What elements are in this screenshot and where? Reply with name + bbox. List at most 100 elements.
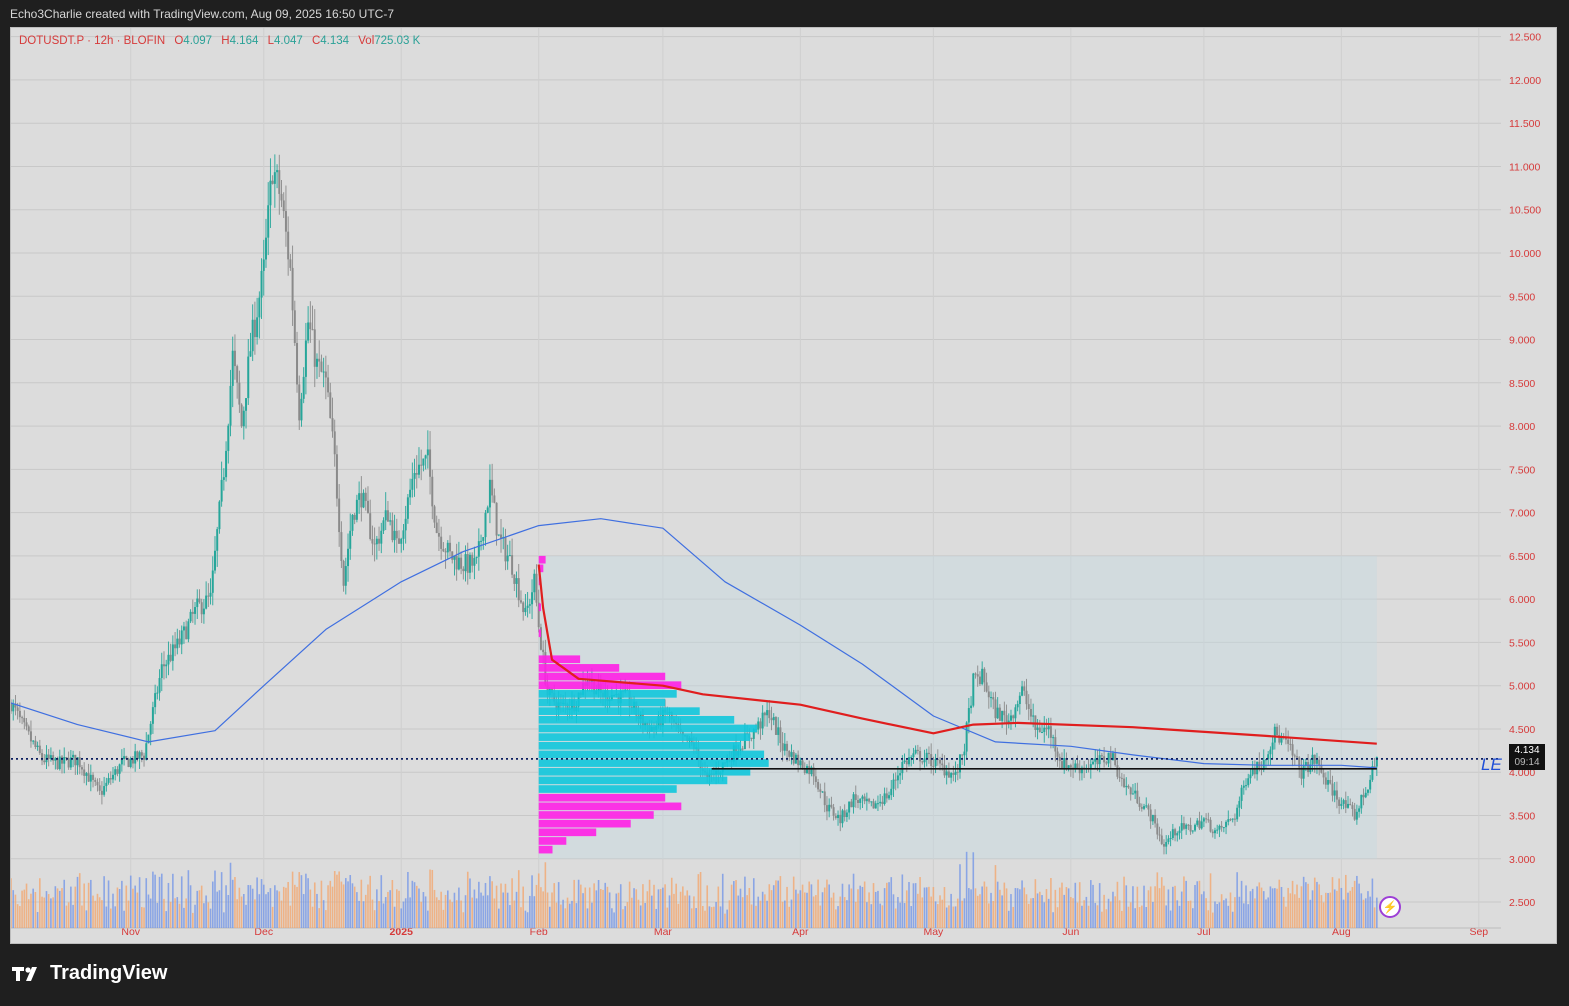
volume-bar	[562, 899, 564, 928]
volume-bar	[1203, 891, 1205, 928]
candle-body	[400, 538, 403, 544]
volume-bar	[167, 882, 170, 928]
volume-bar	[384, 897, 387, 928]
candle-body	[100, 790, 103, 795]
candle-body	[480, 540, 483, 542]
volume-bar	[1025, 894, 1028, 928]
candle-body	[60, 756, 63, 764]
candle-body	[1300, 767, 1303, 779]
candle-body	[160, 664, 163, 679]
volume-bar	[1147, 890, 1150, 928]
volume-bar	[770, 890, 773, 928]
volume-bar	[101, 900, 103, 928]
candle-body	[375, 538, 378, 545]
volume-bar	[185, 898, 187, 928]
candle-body	[1360, 794, 1363, 809]
price-chart[interactable]: 2.500 3.000 3.500 4.000 4.500 5.000 5.500 6.000…	[11, 28, 1557, 944]
candle-body	[1065, 758, 1068, 770]
volume-bar	[83, 883, 85, 928]
candle-body	[282, 200, 285, 212]
volume-bar	[294, 884, 296, 928]
volume-bar	[54, 886, 57, 928]
candle-body	[1058, 756, 1061, 762]
candle-body	[1018, 695, 1021, 705]
candle-body	[296, 342, 299, 385]
volume-bar	[94, 900, 97, 928]
candle-body	[378, 538, 381, 544]
chart-frame[interactable]: 2.500 3.000 3.500 4.000 4.500 5.000 5.500 6.000…	[10, 27, 1557, 944]
volume-bar	[1045, 889, 1048, 928]
candle-body	[36, 745, 39, 747]
volume-bar	[12, 890, 15, 928]
volume-bar	[972, 852, 975, 928]
volume-bar	[1050, 877, 1052, 928]
volume-bar	[1242, 903, 1245, 928]
volume-bar	[662, 887, 664, 928]
candle-body	[415, 473, 418, 475]
candle-body	[12, 703, 15, 712]
candle-body	[131, 758, 134, 764]
candle-body	[165, 664, 168, 667]
candle-body	[1092, 761, 1095, 765]
volume-bar	[471, 897, 473, 928]
volume-bar	[112, 893, 114, 928]
volume-bar	[1194, 884, 1196, 928]
candle-body	[202, 608, 205, 615]
volume-bar	[772, 885, 775, 928]
volume-bar	[715, 901, 717, 928]
candle-body	[291, 267, 294, 311]
volume-bar	[823, 887, 826, 928]
candle-body	[386, 510, 389, 522]
volume-bar	[300, 875, 303, 928]
candle-body	[27, 726, 30, 732]
candle-body	[471, 554, 474, 566]
volume-bar	[251, 888, 254, 928]
volume-bar	[260, 879, 263, 928]
y-tick-label: 7.500	[1509, 464, 1535, 476]
candle-body	[149, 723, 152, 735]
volume-bar	[622, 909, 624, 928]
volume-bar	[921, 897, 924, 928]
lightning-icon[interactable]: ⚡	[1379, 896, 1401, 918]
candle-body	[444, 551, 447, 553]
volume-bar	[378, 901, 380, 928]
brand-footer[interactable]: TradingView	[12, 962, 167, 985]
volume-bar	[367, 884, 369, 928]
volume-profile-bar	[538, 811, 654, 819]
volume-bar	[1258, 882, 1261, 928]
moving-average-line	[11, 518, 1377, 769]
volume-bar	[790, 899, 793, 928]
volume-bar	[207, 902, 210, 928]
volume-bar	[1014, 888, 1017, 928]
candle-body	[786, 743, 789, 751]
candle-body	[1063, 758, 1066, 769]
volume-bar	[320, 880, 323, 928]
symbol-label[interactable]: DOTUSDT.P · 12h · BLOFIN	[19, 35, 166, 47]
high-value: 4.164	[229, 35, 259, 47]
candle-body	[1043, 727, 1046, 733]
volume-bar	[599, 889, 602, 928]
candle-body	[140, 752, 143, 756]
volume-bar	[1245, 885, 1247, 928]
candle-body	[116, 769, 119, 774]
candle-body	[879, 801, 882, 804]
candle-body	[513, 574, 516, 584]
volume-bar	[1347, 892, 1349, 928]
candle-body	[896, 775, 899, 781]
volume-bar	[983, 881, 986, 928]
volume-bar	[216, 891, 219, 928]
volume-profile-bar	[538, 629, 542, 638]
candle-body	[34, 740, 37, 747]
volume-bar	[1307, 883, 1309, 928]
candle-body	[225, 450, 228, 478]
volume-bar	[413, 882, 416, 928]
volume-bar	[1163, 885, 1165, 928]
volume-bar	[708, 906, 711, 928]
volume-bar	[996, 881, 999, 928]
x-tick-label: Sep	[1469, 926, 1488, 938]
volume-bar	[32, 888, 34, 928]
candle-body	[739, 748, 742, 751]
candle-body	[848, 801, 851, 813]
le-annotation-label[interactable]: LE	[1481, 755, 1502, 774]
candle-body	[1271, 742, 1274, 750]
